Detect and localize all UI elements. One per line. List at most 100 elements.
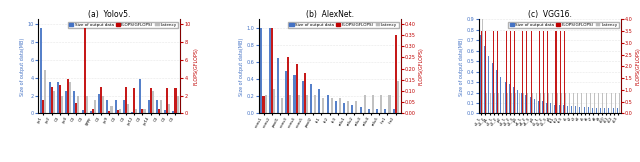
Bar xyxy=(511,93,512,113)
Bar xyxy=(260,28,262,113)
Bar xyxy=(525,95,527,113)
Bar xyxy=(331,98,333,113)
Bar xyxy=(519,93,520,113)
Bar xyxy=(143,109,145,113)
Bar xyxy=(49,82,51,113)
Bar xyxy=(540,93,541,113)
Y-axis label: FLOPS(GFLOPS): FLOPS(GFLOPS) xyxy=(194,47,198,85)
Bar xyxy=(347,101,349,113)
Bar xyxy=(264,95,267,113)
Bar xyxy=(98,94,100,113)
Bar xyxy=(564,31,565,113)
Bar xyxy=(177,96,179,113)
Bar xyxy=(148,100,150,113)
Bar xyxy=(384,109,387,113)
Bar xyxy=(579,107,580,113)
Bar xyxy=(571,106,572,113)
Bar xyxy=(510,31,511,113)
Bar xyxy=(368,109,370,113)
Bar xyxy=(600,108,601,113)
Bar xyxy=(40,28,42,113)
Bar xyxy=(52,91,54,113)
Bar xyxy=(160,100,162,113)
Y-axis label: FLOPS(GFLOPS): FLOPS(GFLOPS) xyxy=(419,47,424,85)
Bar xyxy=(550,103,551,113)
Bar xyxy=(539,31,540,113)
Bar xyxy=(569,93,570,113)
Bar xyxy=(175,88,177,113)
Y-axis label: Size of output data(MB): Size of output data(MB) xyxy=(239,37,244,96)
Bar xyxy=(108,111,111,113)
Bar xyxy=(61,96,63,113)
Bar xyxy=(596,108,597,113)
Bar xyxy=(482,0,483,113)
Bar xyxy=(548,93,549,113)
Bar xyxy=(304,73,306,113)
Bar xyxy=(323,98,324,113)
Bar xyxy=(492,63,493,113)
Bar xyxy=(617,108,618,113)
Bar xyxy=(602,93,604,113)
Bar xyxy=(76,103,77,113)
Bar xyxy=(497,31,499,113)
Bar xyxy=(556,31,557,113)
Bar xyxy=(158,109,160,113)
Bar xyxy=(67,79,69,113)
Bar xyxy=(577,93,579,113)
Bar xyxy=(588,107,589,113)
Bar xyxy=(500,77,502,113)
Bar xyxy=(273,89,275,113)
Title: (b)  AlexNet.: (b) AlexNet. xyxy=(306,10,354,19)
Bar xyxy=(351,105,353,113)
Bar xyxy=(573,93,574,113)
Bar xyxy=(152,91,154,113)
Bar xyxy=(494,93,495,113)
Bar xyxy=(339,98,341,113)
Bar xyxy=(517,90,518,113)
Bar xyxy=(86,96,88,113)
Bar xyxy=(127,104,129,113)
Bar xyxy=(612,108,614,113)
Bar xyxy=(611,93,612,113)
Bar xyxy=(168,104,170,113)
Bar xyxy=(69,82,71,113)
Bar xyxy=(123,100,125,113)
Bar xyxy=(567,106,568,113)
Bar xyxy=(118,109,121,113)
Bar xyxy=(598,93,599,113)
Bar xyxy=(262,96,264,113)
Bar xyxy=(269,28,271,113)
Bar xyxy=(502,93,504,113)
Bar xyxy=(102,96,104,113)
Bar xyxy=(554,105,556,113)
Legend: Size of output data, FLOPS(GFLOPS), Latency: Size of output data, FLOPS(GFLOPS), Late… xyxy=(68,22,179,28)
Bar xyxy=(326,95,328,113)
Bar xyxy=(490,93,491,113)
Bar xyxy=(388,95,390,113)
Bar xyxy=(485,31,486,113)
Bar xyxy=(481,31,482,113)
Bar xyxy=(493,31,494,113)
Bar xyxy=(360,107,362,113)
Bar xyxy=(380,95,382,113)
Bar xyxy=(277,58,279,113)
Bar xyxy=(111,106,113,113)
Bar xyxy=(488,56,489,113)
Bar xyxy=(164,110,166,113)
Bar xyxy=(81,110,84,113)
Bar xyxy=(575,106,576,113)
Bar xyxy=(484,46,485,113)
Bar xyxy=(306,95,308,113)
Bar xyxy=(559,31,561,113)
Bar xyxy=(586,93,587,113)
Legend: Size of output data, FLOPS(GFLOPS), Latency: Size of output data, FLOPS(GFLOPS), Late… xyxy=(508,22,619,28)
Title: (c)  VGG16.: (c) VGG16. xyxy=(528,10,572,19)
Bar xyxy=(527,93,529,113)
Bar xyxy=(395,35,397,113)
Bar xyxy=(546,103,547,113)
Bar xyxy=(496,69,497,113)
Bar xyxy=(131,112,133,113)
Bar xyxy=(565,93,566,113)
Bar xyxy=(301,81,304,113)
Bar xyxy=(531,31,532,113)
